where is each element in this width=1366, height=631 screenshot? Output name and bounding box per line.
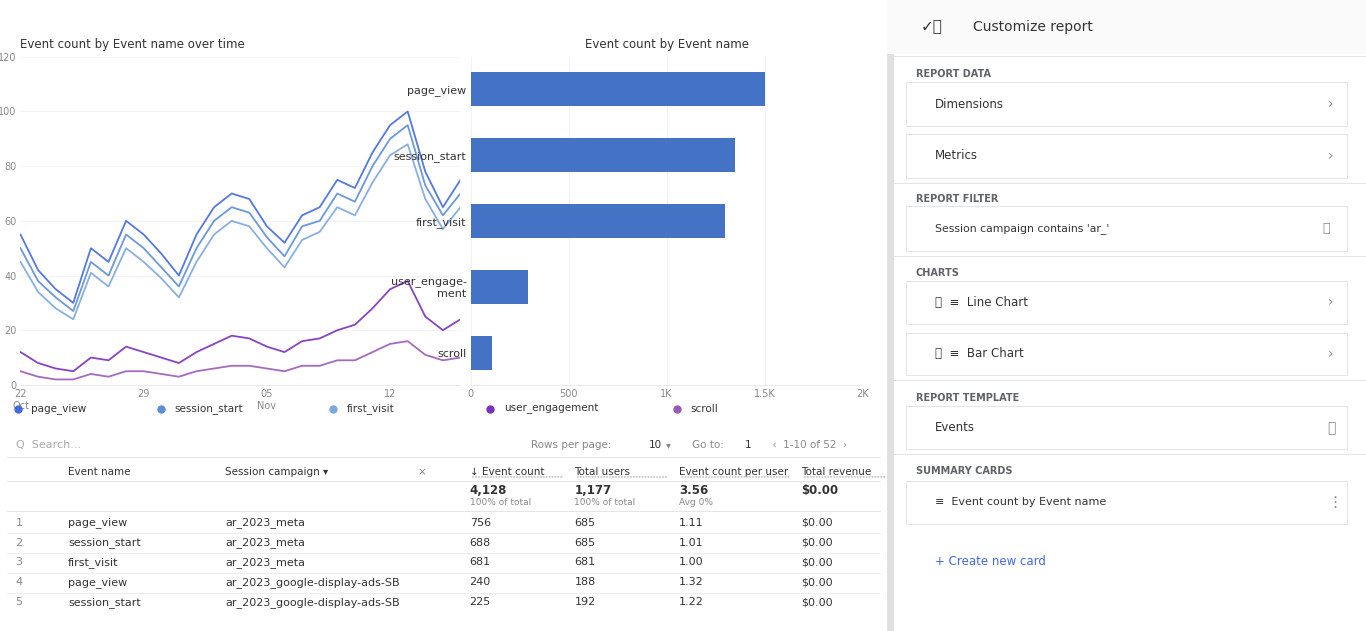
Text: 4: 4 <box>15 577 23 587</box>
Bar <box>906 333 1347 375</box>
Text: 681: 681 <box>470 557 490 567</box>
Bar <box>887 0 893 631</box>
Bar <box>906 481 1347 524</box>
Text: Q  Search...: Q Search... <box>15 440 81 450</box>
Text: 1.11: 1.11 <box>679 517 703 528</box>
Text: 1,177: 1,177 <box>574 485 612 497</box>
Text: 1: 1 <box>744 440 751 450</box>
Bar <box>906 134 1347 178</box>
Text: REPORT FILTER: REPORT FILTER <box>915 194 999 204</box>
Text: 100% of total: 100% of total <box>470 498 531 507</box>
Text: ar_2023_google-display-ads-SB: ar_2023_google-display-ads-SB <box>225 597 400 608</box>
Text: Rows per page:: Rows per page: <box>531 440 611 450</box>
Text: ×: × <box>417 467 426 477</box>
Text: 1.32: 1.32 <box>679 577 703 587</box>
Text: ›: › <box>1328 149 1333 163</box>
Bar <box>471 269 527 304</box>
Text: 1: 1 <box>15 517 23 528</box>
Text: first_visit: first_visit <box>68 557 119 568</box>
Text: 188: 188 <box>574 577 596 587</box>
Text: 1.22: 1.22 <box>679 597 703 607</box>
Bar <box>906 82 1347 126</box>
Bar <box>471 138 735 172</box>
Text: page_view: page_view <box>68 517 127 528</box>
Text: 100% of total: 100% of total <box>574 498 635 507</box>
Text: ▾: ▾ <box>667 440 671 450</box>
Text: 3.56: 3.56 <box>679 485 709 497</box>
Text: ar_2023_meta: ar_2023_meta <box>225 537 305 548</box>
Text: CHARTS: CHARTS <box>915 268 959 278</box>
Text: session_start: session_start <box>68 537 141 548</box>
Text: $0.00: $0.00 <box>802 485 839 497</box>
Text: 1.01: 1.01 <box>679 538 703 548</box>
Title: Event count by Event name: Event count by Event name <box>585 38 749 52</box>
Text: Total users: Total users <box>574 467 630 477</box>
Text: Dimensions: Dimensions <box>934 98 1004 110</box>
Text: ar_2023_google-display-ads-SB: ar_2023_google-display-ads-SB <box>225 577 400 587</box>
Text: 192: 192 <box>574 597 596 607</box>
Text: 👁  ≡  Bar Chart: 👁 ≡ Bar Chart <box>934 348 1023 360</box>
Bar <box>906 206 1347 251</box>
Text: 225: 225 <box>470 597 490 607</box>
Text: user_engagement: user_engagement <box>504 403 598 414</box>
Text: $0.00: $0.00 <box>802 557 833 567</box>
Text: first_visit: first_visit <box>347 403 393 414</box>
Text: 2: 2 <box>15 538 23 548</box>
Text: ar_2023_meta: ar_2023_meta <box>225 557 305 568</box>
Text: ›: › <box>1328 295 1333 309</box>
Text: 756: 756 <box>470 517 490 528</box>
Text: Go to:: Go to: <box>693 440 724 450</box>
Text: + Create new card: + Create new card <box>934 555 1045 568</box>
Text: ›: › <box>1328 347 1333 361</box>
Text: ›: › <box>1328 97 1333 111</box>
Text: page_view: page_view <box>31 403 86 414</box>
Text: REPORT DATA: REPORT DATA <box>915 69 990 80</box>
Text: 10: 10 <box>649 440 661 450</box>
Text: REPORT TEMPLATE: REPORT TEMPLATE <box>915 392 1019 403</box>
Text: $0.00: $0.00 <box>802 577 833 587</box>
Bar <box>906 281 1347 324</box>
Text: 👁  ≡  Line Chart: 👁 ≡ Line Chart <box>934 296 1027 309</box>
Text: 240: 240 <box>470 577 490 587</box>
Text: ⧉: ⧉ <box>1328 421 1336 435</box>
Text: ✓⃞: ✓⃞ <box>921 20 943 35</box>
Text: Avg 0%: Avg 0% <box>679 498 713 507</box>
Text: Total revenue: Total revenue <box>802 467 872 477</box>
Text: Events: Events <box>934 422 975 434</box>
Text: ≡  Event count by Event name: ≡ Event count by Event name <box>934 497 1106 507</box>
Bar <box>471 204 725 238</box>
Text: Event name: Event name <box>68 467 130 477</box>
Bar <box>906 406 1347 449</box>
Text: Customize report: Customize report <box>973 20 1093 34</box>
Bar <box>471 336 492 370</box>
Text: $0.00: $0.00 <box>802 597 833 607</box>
Text: 5: 5 <box>15 597 23 607</box>
Text: ‹  1-10 of 52  ›: ‹ 1-10 of 52 › <box>766 440 848 450</box>
Text: ⓧ: ⓧ <box>1322 222 1330 235</box>
Text: 681: 681 <box>574 557 596 567</box>
Text: 685: 685 <box>574 538 596 548</box>
Text: page_view: page_view <box>68 577 127 587</box>
Bar <box>887 0 1366 54</box>
Text: session_start: session_start <box>68 597 141 608</box>
Text: ar_2023_meta: ar_2023_meta <box>225 517 305 528</box>
Text: Session campaign contains 'ar_': Session campaign contains 'ar_' <box>934 223 1109 234</box>
Text: $0.00: $0.00 <box>802 538 833 548</box>
Text: 1.00: 1.00 <box>679 557 703 567</box>
Text: Event count by Event name over time: Event count by Event name over time <box>20 38 246 52</box>
Text: 688: 688 <box>470 538 490 548</box>
Text: session_start: session_start <box>175 403 243 414</box>
Text: ⋮: ⋮ <box>1328 495 1343 510</box>
Text: $0.00: $0.00 <box>802 517 833 528</box>
Text: 4,128: 4,128 <box>470 485 507 497</box>
Text: ↓ Event count: ↓ Event count <box>470 467 544 477</box>
Text: Metrics: Metrics <box>934 150 978 162</box>
Text: Session campaign ▾: Session campaign ▾ <box>225 467 328 477</box>
Bar <box>471 72 765 106</box>
Text: SUMMARY CARDS: SUMMARY CARDS <box>915 466 1012 476</box>
Text: scroll: scroll <box>690 404 717 413</box>
Text: 685: 685 <box>574 517 596 528</box>
Text: 3: 3 <box>15 557 23 567</box>
Text: Event count per user: Event count per user <box>679 467 788 477</box>
